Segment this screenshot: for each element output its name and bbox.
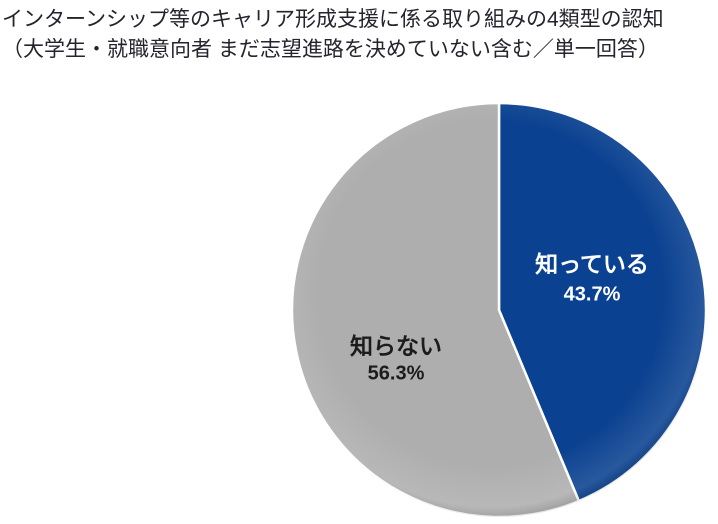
slice-pct-dont-know: 56.3% bbox=[367, 362, 425, 385]
chart-title-line2: （大学生・就職意向者 まだ志望進路を決めていない含む／単一回答） bbox=[2, 38, 659, 61]
chart-title-line1: インターンシップ等のキャリア形成支援に係る取り組みの4類型の認知 bbox=[2, 8, 664, 31]
slice-label-dont-know: 知らない bbox=[350, 333, 442, 359]
chart-title: インターンシップ等のキャリア形成支援に係る取り組みの4類型の認知 （大学生・就職… bbox=[2, 5, 716, 65]
slice-label-know: 知っている bbox=[535, 251, 649, 277]
pie-slices-group bbox=[290, 101, 708, 519]
slice-pct-know: 43.7% bbox=[563, 283, 621, 306]
